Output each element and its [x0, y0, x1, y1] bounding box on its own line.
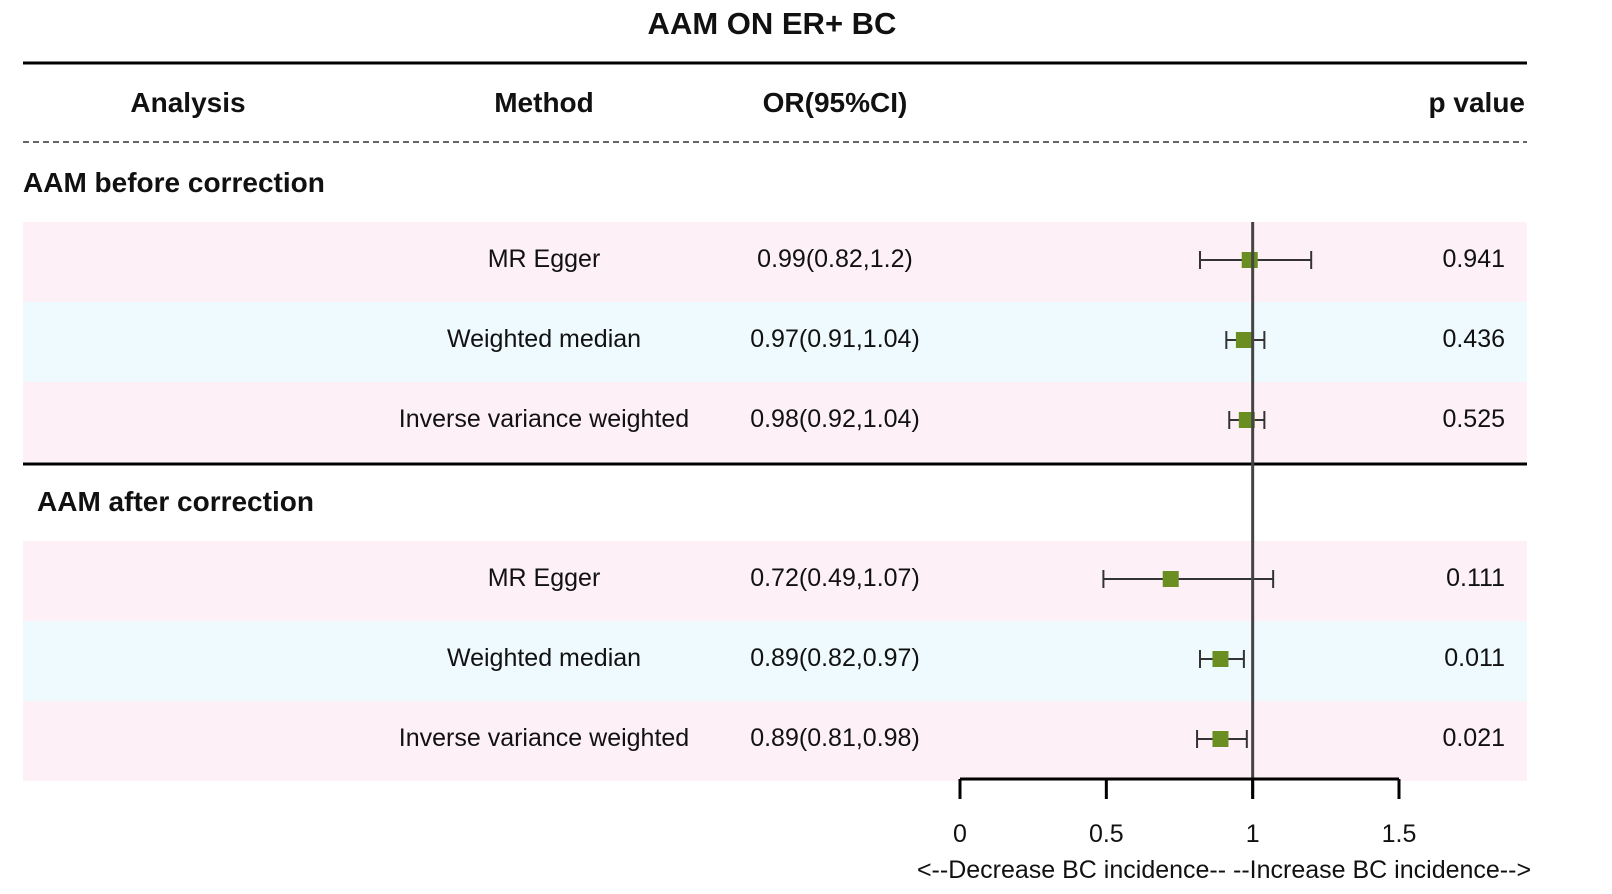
method-label: Weighted median	[446, 325, 642, 353]
group-label: AAM before correction	[23, 167, 325, 198]
or-ci-label: 0.89(0.82,0.97)	[750, 644, 920, 672]
x-tick-label: 0	[953, 820, 967, 848]
header-or-ci: OR(95%CI)	[762, 87, 908, 118]
header-method: Method	[494, 87, 594, 118]
method-label: Weighted median	[446, 644, 642, 672]
or-point	[1241, 252, 1258, 268]
row-band	[23, 222, 1527, 302]
x-tick-label: 1.5	[1381, 820, 1417, 848]
group-label: AAM after correction	[37, 486, 314, 517]
p-value-label: 0.941	[1442, 245, 1505, 273]
x-tick-label: 0.5	[1088, 820, 1124, 848]
or-ci-label: 0.97(0.91,1.04)	[750, 325, 920, 353]
header-analysis: Analysis	[130, 87, 246, 118]
or-ci-label: 0.98(0.92,1.04)	[750, 405, 920, 433]
or-point	[1162, 571, 1179, 587]
or-point	[1212, 651, 1229, 667]
p-value-label: 0.011	[1444, 644, 1505, 672]
row-band	[23, 382, 1527, 462]
axis-label: <--Decrease BC incidence-- --Increase BC…	[916, 856, 1532, 884]
chart-title: AAM ON ER+ BC	[647, 6, 897, 41]
or-ci-label: 0.99(0.82,1.2)	[757, 245, 913, 273]
p-value-label: 0.525	[1442, 405, 1505, 433]
method-label: MR Egger	[487, 245, 601, 273]
row-band	[23, 701, 1527, 781]
row-band	[23, 621, 1527, 701]
or-point	[1235, 332, 1252, 348]
method-label: Inverse variance weighted	[398, 405, 690, 433]
p-value-label: 0.111	[1446, 564, 1505, 592]
p-value-label: 0.021	[1442, 724, 1505, 752]
or-ci-label: 0.89(0.81,0.98)	[750, 724, 920, 752]
x-tick-label: 1	[1245, 820, 1260, 848]
method-label: MR Egger	[487, 564, 601, 592]
or-ci-label: 0.72(0.49,1.07)	[750, 564, 920, 592]
or-point	[1238, 412, 1255, 428]
p-value-label: 0.436	[1442, 325, 1505, 353]
row-band	[23, 541, 1527, 621]
or-point	[1212, 731, 1229, 747]
method-label: Inverse variance weighted	[398, 724, 690, 752]
row-band	[23, 302, 1527, 382]
header-p-value: p value	[1428, 87, 1525, 118]
